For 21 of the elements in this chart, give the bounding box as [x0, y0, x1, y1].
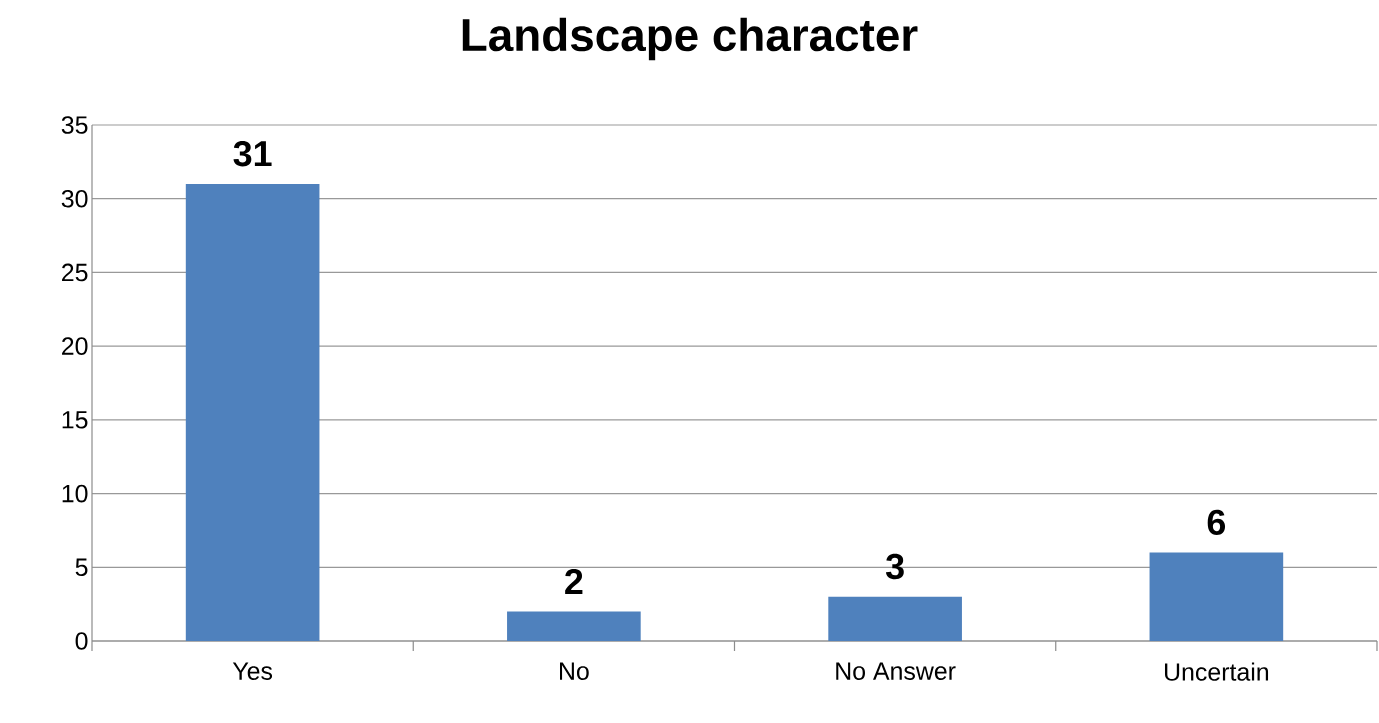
x-tick-label: No: [560, 662, 589, 680]
x-tick-label: No Answer: [836, 662, 956, 680]
chart-title: Landscape character: [462, 17, 918, 61]
y-tick-label: 30: [61, 189, 88, 208]
x-tick-label: Yes: [232, 662, 273, 680]
y-tick-label: 0: [75, 632, 88, 650]
y-tick-label: 20: [62, 337, 88, 355]
y-tick-label: 25: [62, 263, 88, 282]
data-label: 2: [565, 568, 583, 594]
x-tick-label: Uncertain: [1164, 662, 1269, 681]
y-tick-label: 10: [62, 484, 88, 503]
bar: [1149, 552, 1284, 641]
data-label: 3: [885, 553, 904, 580]
y-tick-label: 15: [62, 411, 88, 429]
data-label: 6: [1207, 509, 1226, 536]
y-tick-label: 35: [61, 116, 88, 134]
y-tick-label: 5: [75, 558, 88, 576]
bar: [185, 183, 320, 641]
bar: [507, 611, 641, 641]
data-label: 31: [233, 141, 272, 167]
bar: [828, 596, 962, 641]
